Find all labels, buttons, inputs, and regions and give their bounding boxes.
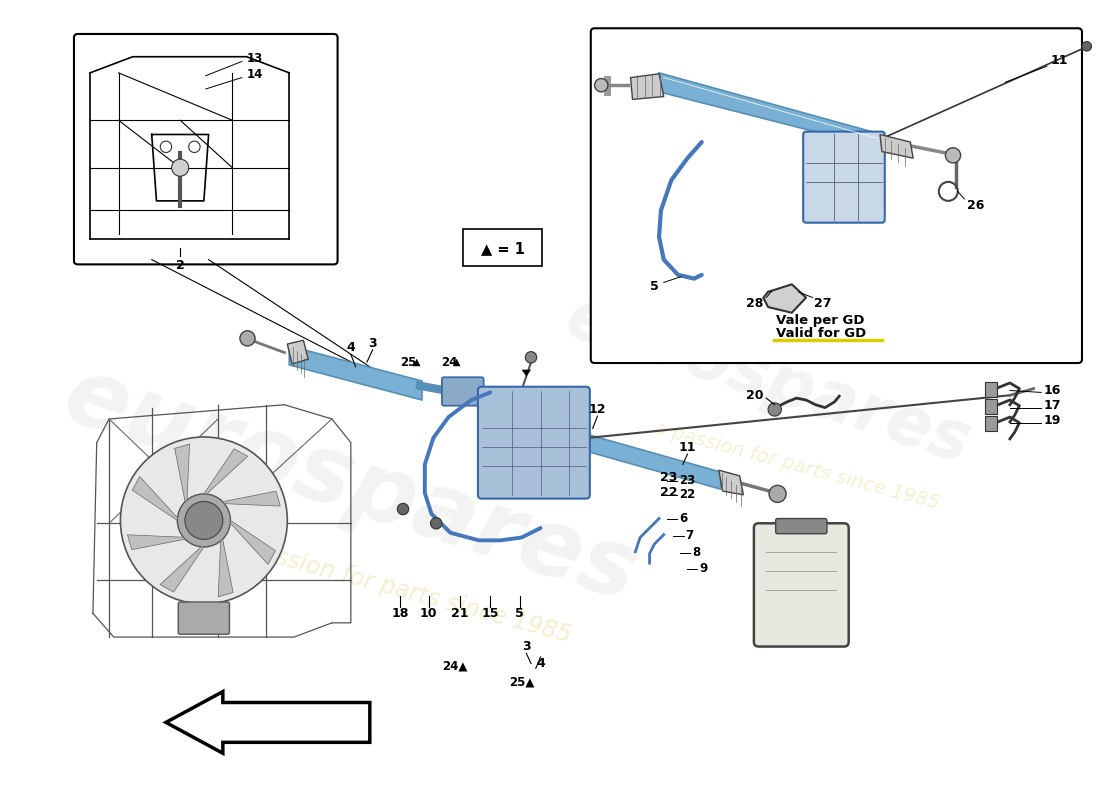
Text: a passion for parts since 1985: a passion for parts since 1985 <box>223 532 574 647</box>
Circle shape <box>430 518 442 529</box>
FancyBboxPatch shape <box>803 132 884 222</box>
Text: 20: 20 <box>746 389 763 402</box>
Text: 24▲: 24▲ <box>442 659 468 672</box>
Text: 25: 25 <box>400 355 417 369</box>
Polygon shape <box>880 134 913 158</box>
Polygon shape <box>230 521 275 564</box>
Polygon shape <box>132 477 177 521</box>
Text: 10: 10 <box>420 607 438 620</box>
Text: 16: 16 <box>1043 384 1060 397</box>
Text: 8: 8 <box>692 546 701 559</box>
FancyBboxPatch shape <box>463 230 542 266</box>
Text: 11: 11 <box>1050 54 1068 67</box>
FancyBboxPatch shape <box>477 386 590 498</box>
FancyBboxPatch shape <box>986 382 997 397</box>
Polygon shape <box>763 284 806 313</box>
FancyBboxPatch shape <box>74 34 338 264</box>
Polygon shape <box>521 370 531 376</box>
Text: eurospares: eurospares <box>53 350 649 622</box>
Text: ▲ = 1: ▲ = 1 <box>481 241 525 256</box>
Polygon shape <box>222 491 280 506</box>
Polygon shape <box>128 534 185 550</box>
Text: 12: 12 <box>588 403 606 416</box>
FancyBboxPatch shape <box>754 523 849 646</box>
Text: Valid for GD: Valid for GD <box>776 327 866 340</box>
Text: 28: 28 <box>746 297 763 310</box>
Text: 9: 9 <box>698 562 707 575</box>
Text: 3: 3 <box>368 337 377 350</box>
Circle shape <box>120 437 287 604</box>
Polygon shape <box>175 444 189 502</box>
Text: 4: 4 <box>536 657 544 670</box>
Circle shape <box>172 159 189 176</box>
Polygon shape <box>718 470 744 495</box>
Text: Vale per GD: Vale per GD <box>776 314 865 327</box>
Circle shape <box>768 403 781 416</box>
Text: 5: 5 <box>650 280 659 293</box>
Circle shape <box>945 148 960 163</box>
FancyBboxPatch shape <box>986 399 997 414</box>
Polygon shape <box>287 340 308 364</box>
Text: 26: 26 <box>967 199 984 212</box>
Text: ▲: ▲ <box>453 357 461 367</box>
Text: 3: 3 <box>522 640 530 653</box>
Text: 22: 22 <box>660 486 678 499</box>
Text: 2: 2 <box>176 259 185 272</box>
Circle shape <box>397 503 409 514</box>
Circle shape <box>240 330 255 346</box>
Text: 24: 24 <box>441 355 458 369</box>
FancyBboxPatch shape <box>591 28 1082 363</box>
Text: 25▲: 25▲ <box>509 675 535 688</box>
Circle shape <box>177 494 230 547</box>
Circle shape <box>769 486 786 502</box>
Polygon shape <box>289 346 422 400</box>
Polygon shape <box>160 547 204 592</box>
Circle shape <box>185 502 223 539</box>
Circle shape <box>595 78 608 92</box>
Polygon shape <box>218 539 233 597</box>
Text: 15: 15 <box>482 607 499 620</box>
Polygon shape <box>204 449 248 494</box>
Text: a passion for parts since 1985: a passion for parts since 1985 <box>652 419 942 514</box>
Text: 23: 23 <box>660 471 678 484</box>
Circle shape <box>1082 42 1091 51</box>
Polygon shape <box>630 74 663 99</box>
Text: 17: 17 <box>1043 399 1060 412</box>
Text: 11: 11 <box>679 441 696 454</box>
FancyBboxPatch shape <box>442 378 484 406</box>
Text: 5: 5 <box>515 607 524 620</box>
Text: 4: 4 <box>346 342 355 354</box>
Text: 7: 7 <box>685 529 694 542</box>
Text: 19: 19 <box>1043 414 1060 427</box>
FancyBboxPatch shape <box>776 518 827 534</box>
Text: eurospares: eurospares <box>558 285 979 478</box>
Text: 21: 21 <box>451 607 469 620</box>
Text: 18: 18 <box>392 607 409 620</box>
Circle shape <box>526 352 537 363</box>
FancyBboxPatch shape <box>178 602 230 634</box>
Text: ▲: ▲ <box>412 357 420 367</box>
Polygon shape <box>583 433 720 489</box>
Text: 6: 6 <box>679 512 688 525</box>
Text: 23: 23 <box>679 474 695 487</box>
FancyBboxPatch shape <box>986 416 997 431</box>
Text: 13: 13 <box>246 52 263 65</box>
Text: 27: 27 <box>814 297 832 310</box>
Polygon shape <box>659 73 882 149</box>
FancyArrow shape <box>166 691 370 754</box>
Text: 22: 22 <box>679 488 695 502</box>
Text: 14: 14 <box>246 68 263 82</box>
